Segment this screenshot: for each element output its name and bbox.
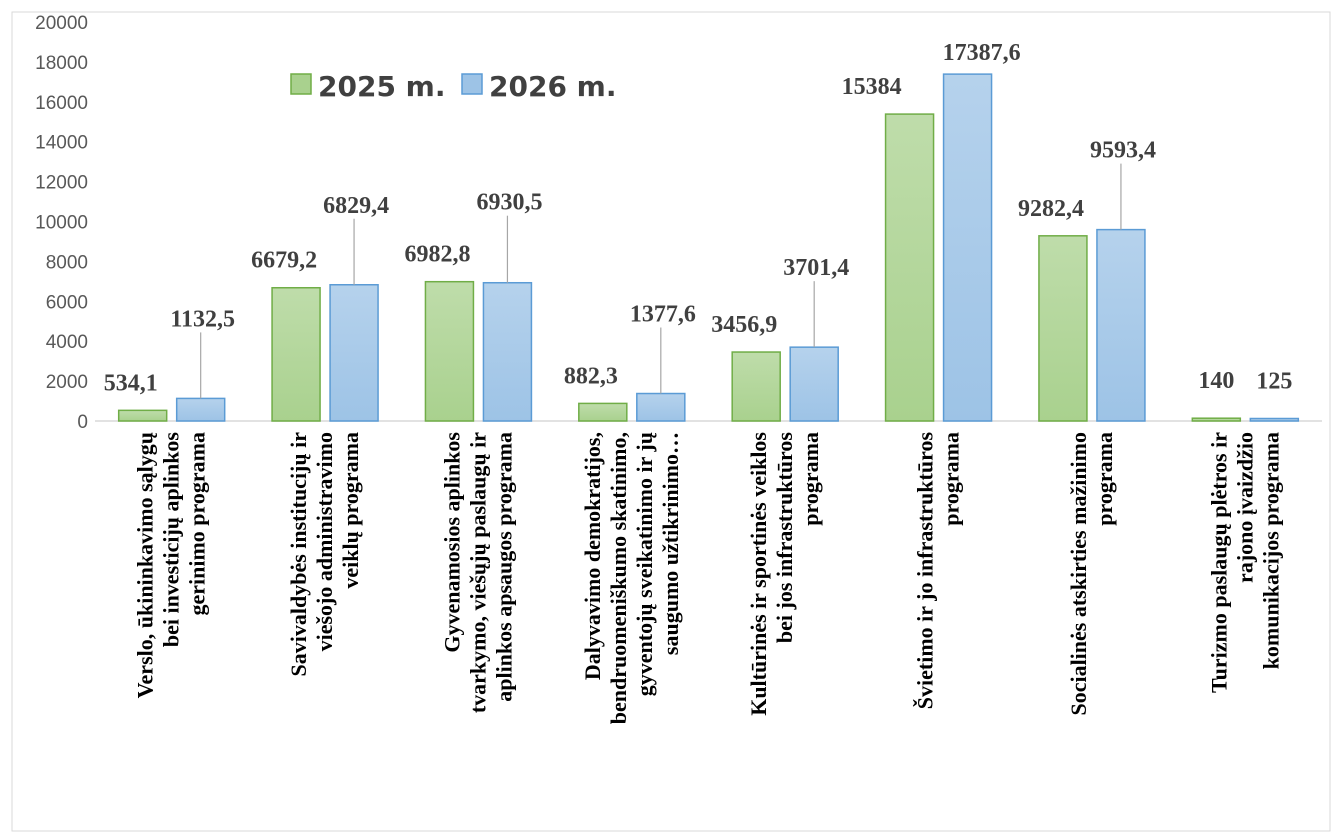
data-label-2026: 1132,5	[170, 306, 235, 332]
legend-label-2026: 2026 m.	[489, 70, 617, 103]
data-label-2026: 3701,4	[783, 255, 849, 281]
data-label-2025: 9282,4	[1018, 196, 1084, 222]
category-label-line: programa	[1092, 432, 1117, 526]
category-label: Švietimo ir jo infrastruktūros programa	[913, 432, 964, 710]
bar-2026	[636, 392, 686, 422]
y-axis: 0 2000 4000 6000 8000 10000 12000 14000 16000 180…	[35, 13, 88, 433]
bar-2025	[731, 351, 781, 422]
bars	[117, 73, 1300, 422]
category-label: Dalyvavimo demokratijos, bendruomeniškumo…	[580, 432, 683, 724]
category-label-line: gerinimo programa	[185, 432, 210, 616]
category-label-line: Socialinės atskirties mažinimo	[1066, 432, 1091, 716]
category-label-line: gyventojų sveikatinimo ir jų	[632, 432, 657, 696]
data-label-2025: 882,3	[564, 363, 618, 389]
category-label-line: programa	[798, 432, 823, 526]
category-label-line: Švietimo ir jo infrastruktūros	[913, 432, 938, 710]
category-label-line: viešojo administravimo	[312, 432, 337, 651]
category-label-line: komunikacijos programa	[1258, 432, 1283, 669]
data-label-2026: 1377,6	[630, 302, 696, 328]
bar-2025	[117, 409, 168, 422]
legend: 2025 m. 2026 m.	[290, 70, 617, 103]
category-label-line: bei jos infrastruktūros	[772, 432, 797, 643]
y-tick-label: 10000	[35, 213, 88, 234]
bar-2026	[1249, 417, 1300, 422]
bar-2026	[482, 281, 533, 422]
category-label-line: Savivaldybės institucijų ir	[286, 432, 311, 677]
bar-2026	[789, 346, 839, 422]
category-label-line: programa	[939, 432, 964, 526]
legend-swatch-2026	[461, 73, 483, 95]
data-label-2025: 6982,8	[404, 242, 470, 268]
y-tick-label: 16000	[35, 93, 88, 114]
category-label-line: veiklų programa	[338, 432, 363, 589]
y-tick-label: 18000	[35, 53, 88, 74]
category-label-line: Turizmo paslaugų plėtros ir	[1206, 432, 1231, 693]
category-label: Socialinės atskirties mažinimo programa	[1066, 432, 1117, 716]
category-label-line: bendruomeniškumo skatinimo,	[606, 432, 631, 724]
category-label-line: bei investicijų aplinkos	[159, 432, 184, 648]
category-label-line: Kultūrinės ir sportinės veiklos	[746, 432, 771, 716]
data-label-2025: 15384	[842, 74, 902, 100]
y-tick-label: 12000	[35, 173, 88, 194]
legend-swatch-2025	[290, 73, 312, 95]
data-label-2026: 17387,6	[943, 40, 1021, 66]
data-label-2025: 3456,9	[711, 312, 777, 338]
bar-2025	[1038, 235, 1088, 422]
bar-2025	[1191, 417, 1242, 422]
data-label-2026: 6930,5	[476, 190, 542, 216]
bar-2025	[424, 280, 475, 422]
bar-2025	[884, 113, 935, 422]
data-label-2026: 9593,4	[1090, 138, 1156, 164]
category-label-line: saugumo užtikrinimo…	[658, 432, 683, 655]
category-label-line: Dalyvavimo demokratijos,	[580, 432, 605, 680]
category-label-line: rajono įvaizdžio	[1232, 432, 1257, 583]
legend-label-2025: 2025 m.	[318, 70, 446, 103]
bar-2025	[578, 402, 628, 422]
bar-2026	[1096, 228, 1146, 422]
bar-2026	[942, 73, 993, 422]
bar-2026	[329, 284, 379, 422]
data-label-2026: 6829,4	[323, 193, 389, 219]
data-label-2026: 125	[1256, 369, 1292, 395]
y-tick-label: 0	[77, 412, 88, 433]
y-tick-label: 20000	[35, 13, 88, 34]
category-label-line: Verslo, ūkininkavimo sąlygų	[133, 432, 158, 698]
y-tick-label: 4000	[46, 332, 88, 353]
category-label: Savivaldybės institucijų ir viešojo admin…	[286, 432, 363, 677]
bar-2025	[271, 286, 321, 422]
data-label-2025: 534,1	[104, 370, 158, 396]
category-label-line: tvarkymo, viešųjų paslaugų ir	[465, 432, 490, 713]
category-label: Verslo, ūkininkavimo sąlygų bei investici…	[133, 432, 210, 699]
bar-2026	[175, 397, 226, 422]
category-label: Kultūrinės ir sportinės veiklos bei jos i…	[746, 432, 823, 716]
leader-lines	[200, 163, 1122, 399]
y-tick-label: 6000	[46, 292, 88, 313]
category-label-line: Gyvenamosios aplinkos	[439, 432, 464, 653]
y-tick-label: 14000	[35, 133, 88, 154]
category-labels: Verslo, ūkininkavimo sąlygų bei investici…	[133, 432, 1284, 725]
y-tick-label: 8000	[46, 252, 88, 273]
y-tick-label: 2000	[46, 372, 88, 393]
data-label-2025: 6679,2	[251, 248, 317, 274]
category-label: Turizmo paslaugų plėtros ir rajono įvaizd…	[1206, 432, 1283, 693]
data-label-2025: 140	[1198, 368, 1234, 394]
category-label-line: aplinkos apsaugos programa	[491, 432, 516, 702]
category-label: Gyvenamosios aplinkos tvarkymo, viešųjų p…	[439, 432, 516, 714]
